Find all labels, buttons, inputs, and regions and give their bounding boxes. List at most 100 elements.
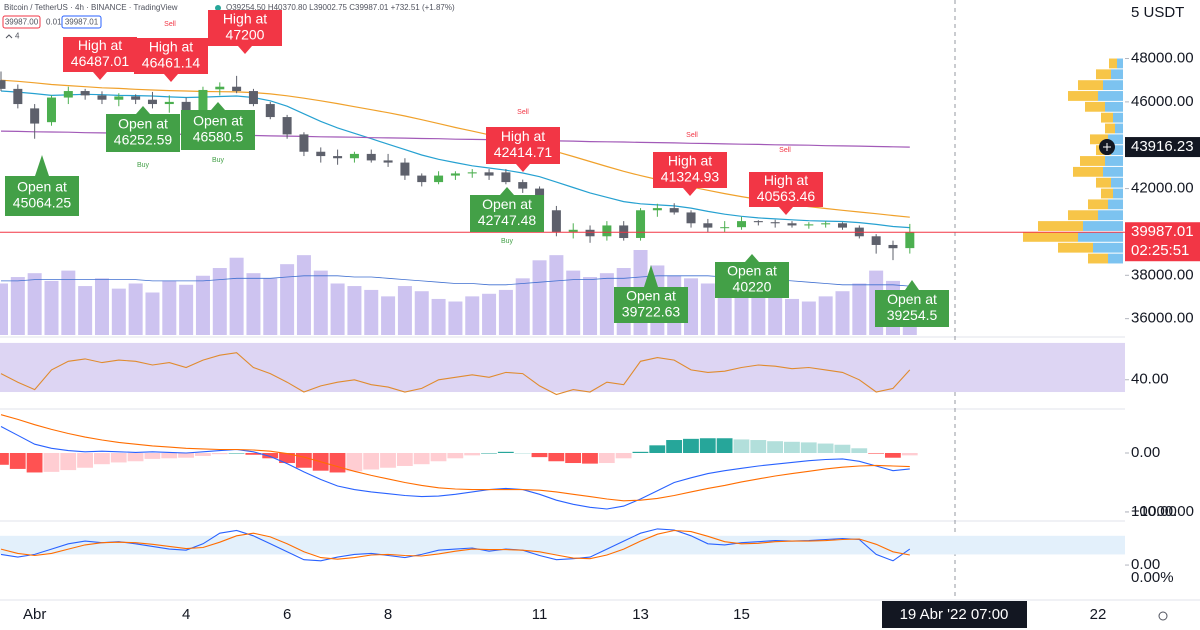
volume-bar [801,301,816,335]
callout-price: 45064.25 [13,195,72,211]
profile-down [1098,91,1123,101]
x-tick-label: 6 [283,606,291,623]
volume-bar [10,277,25,335]
candle-body [13,88,23,105]
histogram-bar [245,452,262,455]
profile-down [1093,242,1123,253]
volume-bar [78,286,93,335]
x-tick-label: 22 [1090,606,1107,623]
candle-body [383,160,393,163]
candle-body [282,117,292,135]
collapse-icon[interactable] [5,34,13,39]
indicator-line [0,414,910,502]
callout [614,265,688,323]
profile-down [1111,145,1123,156]
callout-label: Open at [887,291,937,307]
profile-down [1108,134,1123,145]
profile-up [1038,221,1083,231]
signal-label: Sell [779,147,791,154]
indicator-line [0,352,911,396]
candle-body [417,175,427,183]
profile-up [1090,134,1108,145]
callout-price: 46252.59 [114,132,173,148]
profile-down [1111,177,1123,188]
callout [749,172,823,215]
profile-down [1115,123,1123,134]
callout-label: High at [501,128,545,144]
callout-label: Open at [482,196,532,212]
callout-label: High at [78,37,122,53]
callout-price: 46461.14 [142,55,201,71]
candle-body [518,182,528,189]
volume-bar [263,278,278,335]
volume-bar [583,277,598,335]
candle-body [467,172,477,174]
histogram-bar [380,452,396,468]
y-tick-label: 48000.00 [1131,49,1194,66]
histogram-bar [77,452,93,468]
volume-bar [296,255,311,335]
profile-up [1085,101,1105,112]
signal-label: Sell [164,21,176,28]
histogram-bar [565,452,582,464]
profile-down [1103,166,1123,177]
sell-button[interactable] [2,15,41,29]
volume-bar [448,301,463,335]
candle-body [568,229,578,232]
volume-bar [532,260,547,335]
volume-bar [0,283,8,335]
histogram-bar [430,452,447,462]
volume-bar [179,284,194,335]
volume-bar [212,268,227,335]
volume-bar [313,270,328,335]
signal-label: Buy [137,162,150,169]
profile-down [1098,210,1123,221]
y-tick-label: −1000.00 [1131,503,1194,520]
callout-label: High at [764,172,808,188]
candle-body [97,95,107,100]
ohlc-readout: O39254.50 H40370.80 L39002.75 C39987.01 … [226,3,455,12]
candle-body [114,96,124,100]
y-tick-label: 100.00 [1131,503,1177,520]
candle-body [501,172,511,183]
histogram-bar [615,452,632,459]
volume-bar [229,257,244,335]
profile-down [1117,58,1123,69]
histogram-bar [194,452,211,456]
crosshair-time-box [882,601,1027,628]
candle-body [821,223,831,225]
volume-bar [397,286,412,335]
candle-body [787,223,797,226]
callout-label: Open at [727,263,777,279]
candle-body [686,212,696,224]
profile-up [1105,123,1115,134]
callout-price: 42414.71 [494,144,553,160]
profile-down [1103,80,1123,91]
histogram-bar [26,452,43,473]
candle-body [770,222,780,224]
buy-button[interactable] [61,15,102,29]
volume-bar [700,283,715,335]
indicator-line [0,529,910,560]
callout-label: High at [668,153,712,169]
signal-label: Buy [212,157,225,164]
histogram-bar [733,439,750,453]
volume-bar [246,273,261,335]
countdown-label: 02:25:51 [1131,242,1189,259]
callout-price: 39254.5 [887,307,938,323]
callout-price: 41324.93 [661,169,720,185]
histogram-bar [817,443,834,453]
settings-icon[interactable] [1158,611,1168,621]
histogram-bar [363,452,380,470]
histogram-bar [0,452,9,465]
histogram-bar [262,452,279,459]
histogram-bar [110,452,127,463]
candle-body [63,91,73,98]
signal-label: Sell [686,132,698,139]
histogram-bar [295,452,312,468]
moving-average [0,90,910,229]
histogram-bar [481,452,497,454]
callout-price: 46580.5 [193,129,244,145]
